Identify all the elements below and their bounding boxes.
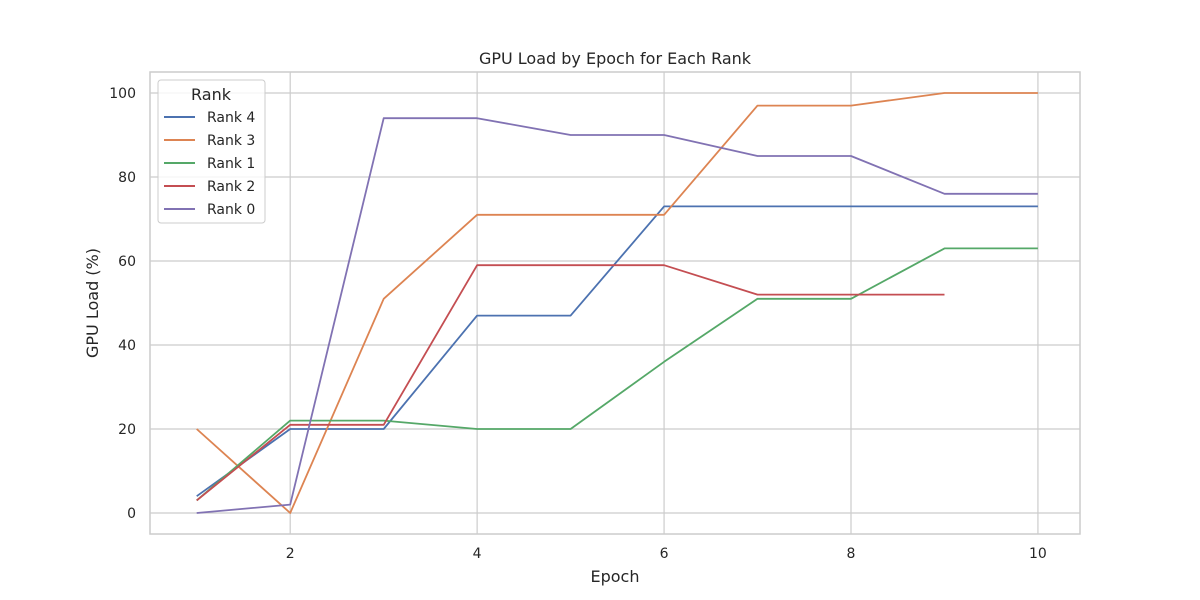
x-axis-label: Epoch bbox=[591, 567, 640, 586]
legend-entry-label: Rank 2 bbox=[207, 179, 255, 195]
legend-entry-label: Rank 4 bbox=[207, 110, 255, 126]
y-tick-label: 80 bbox=[118, 170, 136, 186]
y-tick-label: 100 bbox=[109, 86, 136, 102]
plot-frame bbox=[149, 71, 1081, 535]
x-tick-label: 10 bbox=[1029, 546, 1047, 562]
legend-entry-label: Rank 0 bbox=[207, 202, 255, 218]
legend-title: Rank bbox=[191, 85, 232, 104]
x-tick-label: 2 bbox=[286, 546, 295, 562]
y-axis-label: GPU Load (%) bbox=[83, 248, 102, 358]
legend-box bbox=[157, 79, 266, 224]
legend: Rank Rank 4 Rank 3 Rank 1 Rank 2 Rank 0 bbox=[157, 79, 266, 224]
y-tick-label: 60 bbox=[118, 254, 136, 270]
y-tick-label: 20 bbox=[118, 422, 136, 438]
x-tick-label: 8 bbox=[847, 546, 856, 562]
series-line-rank-1 bbox=[196, 247, 1038, 502]
x-tick-label: 4 bbox=[473, 546, 482, 562]
series-line-rank-4 bbox=[196, 205, 1038, 497]
y-tick-labels: 0 20 40 60 80 100 bbox=[109, 86, 136, 522]
x-tick-labels: 2 4 6 8 10 bbox=[286, 546, 1047, 562]
y-tick-label: 40 bbox=[118, 338, 136, 354]
x-tick-label: 6 bbox=[660, 546, 669, 562]
legend-entry-label: Rank 3 bbox=[207, 133, 255, 149]
series-lines bbox=[196, 92, 1038, 514]
chart-title: GPU Load by Epoch for Each Rank bbox=[479, 49, 752, 68]
series-line-rank-0 bbox=[196, 117, 1038, 514]
y-tick-label: 0 bbox=[127, 506, 136, 522]
series-line-rank-3 bbox=[196, 92, 1038, 514]
legend-entry-label: Rank 1 bbox=[207, 156, 255, 172]
series-line-rank-2 bbox=[196, 264, 945, 502]
grid bbox=[150, 72, 1080, 534]
